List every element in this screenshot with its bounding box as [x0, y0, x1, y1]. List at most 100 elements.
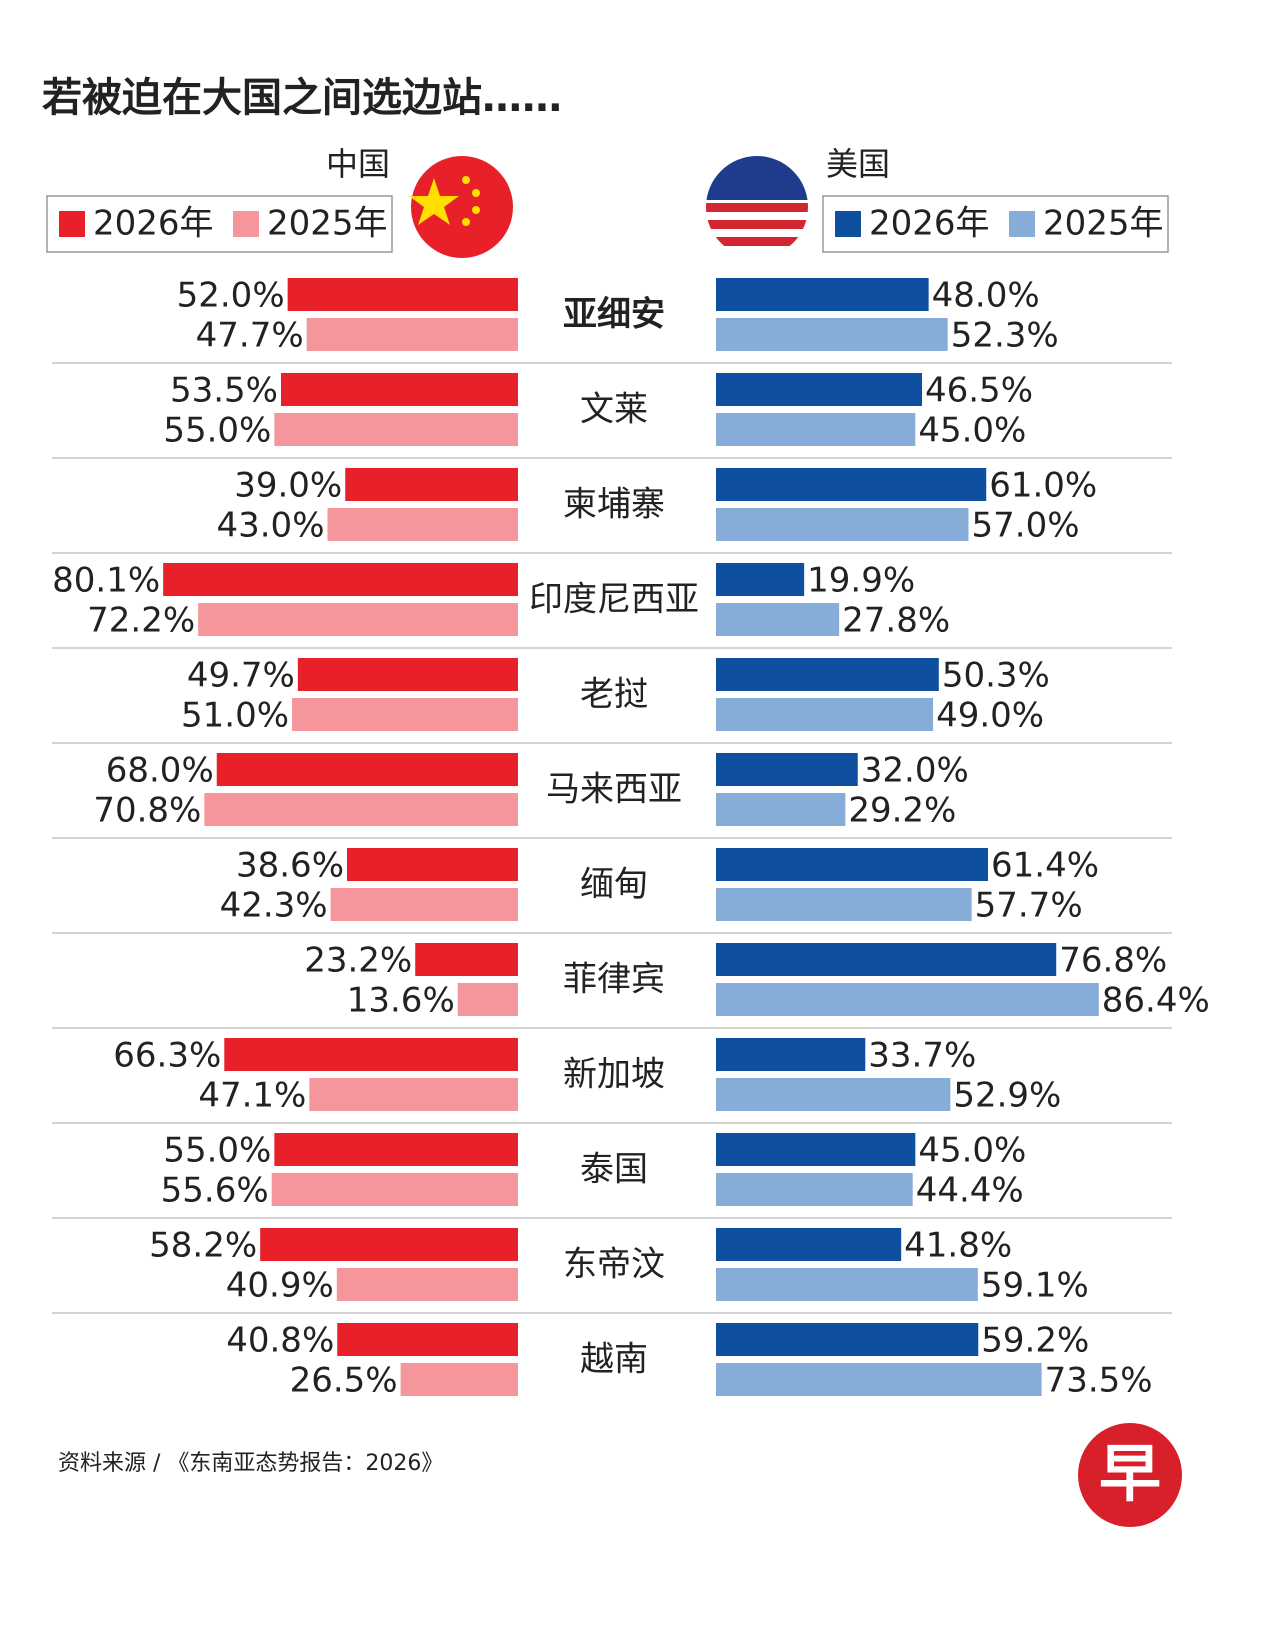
bar: [716, 1078, 951, 1111]
value-label: 44.4%: [916, 1171, 1024, 1211]
value-label: 55.0%: [163, 411, 271, 451]
value-label: 32.0%: [861, 751, 969, 791]
bar: [337, 1323, 518, 1356]
bar: [716, 318, 948, 351]
value-label: 55.6%: [161, 1171, 269, 1211]
value-label: 72.2%: [87, 601, 195, 641]
value-label: 19.9%: [807, 561, 915, 601]
value-label: 46.5%: [925, 371, 1033, 411]
value-label: 50.3%: [942, 656, 1050, 696]
bar: [198, 603, 519, 636]
bar: [204, 793, 518, 826]
bar: [716, 413, 916, 446]
value-label: 57.7%: [975, 886, 1083, 926]
category-label: 泰国: [580, 1150, 648, 1190]
bar: [306, 318, 518, 351]
source: 资料来源 / 《东南亚态势报告：2026》: [58, 1451, 443, 1476]
category-label: 缅甸: [580, 865, 648, 905]
bar: [716, 603, 840, 636]
value-label: 47.7%: [196, 316, 304, 356]
bar: [274, 413, 518, 446]
bar: [716, 278, 929, 311]
bar: [292, 698, 518, 731]
bar: [271, 1173, 518, 1206]
legend-swatch: [59, 211, 85, 237]
bar: [716, 1173, 913, 1206]
value-label: 68.0%: [106, 751, 214, 791]
category-label: 印度尼西亚: [529, 580, 699, 620]
value-label: 53.5%: [170, 371, 278, 411]
logo: 早: [1078, 1423, 1182, 1527]
value-label: 76.8%: [1059, 941, 1167, 981]
bar: [716, 888, 972, 921]
value-label: 33.7%: [868, 1036, 976, 1076]
bar: [309, 1078, 518, 1111]
value-label: 86.4%: [1102, 981, 1210, 1021]
bar: [297, 658, 518, 691]
bar: [415, 943, 518, 976]
legend-label: 2026年: [93, 204, 214, 244]
value-label: 55.0%: [163, 1131, 271, 1171]
legend-swatch: [233, 211, 259, 237]
china-flag: [409, 156, 513, 258]
value-label: 42.3%: [220, 886, 328, 926]
legend-label: 2026年: [869, 204, 990, 244]
legend-swatch: [835, 211, 861, 237]
value-label: 66.3%: [113, 1036, 221, 1076]
panel-header: 中国: [326, 145, 390, 183]
bar: [716, 1133, 916, 1166]
bar: [716, 983, 1099, 1016]
value-label: 23.2%: [304, 941, 412, 981]
value-label: 51.0%: [181, 696, 289, 736]
value-label: 13.6%: [347, 981, 455, 1021]
bar: [716, 508, 969, 541]
value-label: 45.0%: [918, 1131, 1026, 1171]
value-label: 40.8%: [226, 1321, 334, 1361]
value-label: 70.8%: [93, 791, 201, 831]
value-label: 52.9%: [953, 1076, 1061, 1116]
bar: [400, 1363, 518, 1396]
bar: [716, 943, 1057, 976]
bar: [260, 1228, 518, 1261]
bar: [716, 793, 846, 826]
bar: [716, 1228, 902, 1261]
bar: [716, 848, 989, 881]
legend-box: [46, 195, 393, 253]
bar: [716, 698, 934, 731]
value-label: 49.0%: [936, 696, 1044, 736]
bar: [716, 373, 922, 406]
bar: [716, 1038, 866, 1071]
chart-title: 若被迫在大国之间选边站……: [42, 75, 562, 121]
bar: [716, 1323, 979, 1356]
category-label: 亚细安: [563, 295, 665, 335]
value-label: 48.0%: [932, 276, 1040, 316]
bar: [274, 1133, 518, 1166]
category-label: 马来西亚: [546, 770, 682, 810]
bar: [280, 373, 518, 406]
value-label: 43.0%: [216, 506, 324, 546]
bar: [224, 1038, 518, 1071]
logo-text: 早: [1099, 1437, 1161, 1510]
value-label: 38.6%: [236, 846, 344, 886]
value-label: 45.0%: [918, 411, 1026, 451]
bar: [457, 983, 518, 1016]
category-label: 越南: [580, 1340, 648, 1380]
bar: [716, 753, 858, 786]
value-label: 41.8%: [904, 1226, 1012, 1266]
value-label: 59.2%: [981, 1321, 1089, 1361]
value-label: 61.4%: [991, 846, 1099, 886]
bar: [716, 658, 939, 691]
category-label: 新加坡: [563, 1055, 665, 1095]
value-label: 40.9%: [226, 1266, 334, 1306]
value-label: 27.8%: [842, 601, 950, 641]
category-label: 菲律宾: [563, 960, 665, 1000]
value-label: 26.5%: [290, 1361, 398, 1401]
bar: [327, 508, 518, 541]
category-label: 老挝: [580, 675, 648, 715]
bar: [330, 888, 518, 921]
legend-label: 2025年: [1043, 204, 1164, 244]
bar: [716, 468, 987, 501]
bar: [163, 563, 519, 596]
legend-label: 2025年: [267, 204, 388, 244]
value-label: 80.1%: [52, 561, 160, 601]
